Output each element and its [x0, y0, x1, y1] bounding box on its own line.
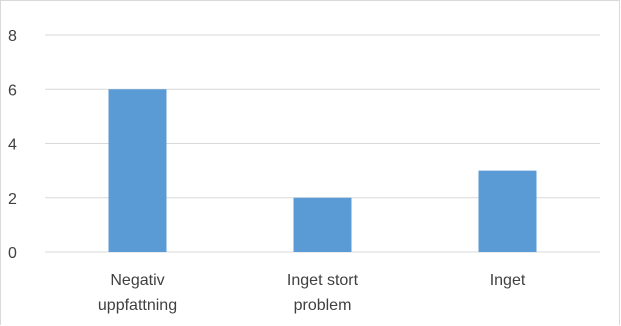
y-tick-label: 2: [8, 191, 17, 208]
y-axis-ticks: 0 2 4 6 8: [8, 28, 17, 262]
bar: [108, 89, 167, 252]
y-tick-label: 0: [8, 245, 17, 262]
x-category-label: Inget stort problem: [287, 272, 359, 314]
bar: [293, 197, 352, 252]
y-tick-label: 4: [8, 137, 17, 154]
bars: [108, 89, 537, 252]
y-tick-label: 8: [8, 28, 17, 45]
x-category-label: Inget: [490, 272, 526, 289]
x-axis-categories: Negativ uppfattning Inget stort problem Inge…: [98, 272, 526, 314]
bar: [478, 170, 537, 252]
y-tick-label: 6: [8, 82, 17, 99]
x-category-label: Negativ uppfattning: [98, 272, 177, 314]
